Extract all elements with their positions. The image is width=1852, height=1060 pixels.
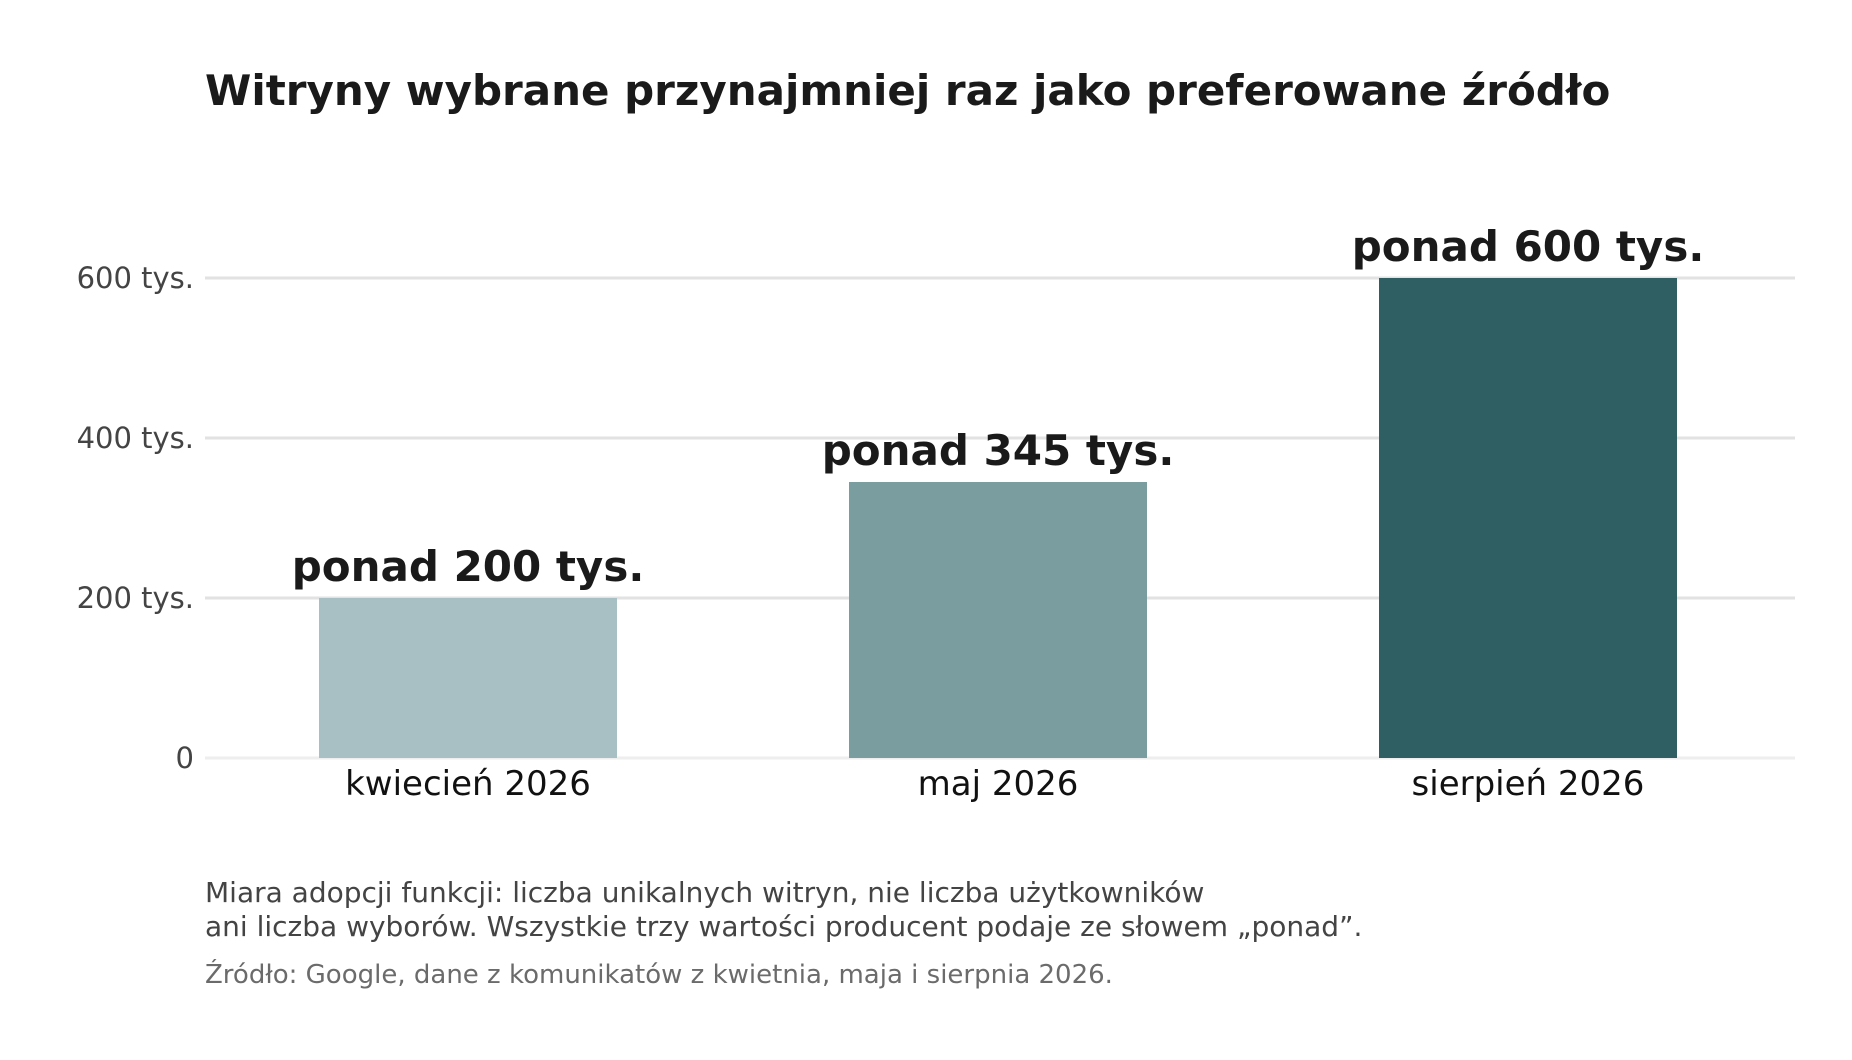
- data-label: ponad 345 tys.: [822, 426, 1175, 475]
- x-tick-label: sierpień 2026: [1412, 764, 1645, 804]
- data-label: ponad 200 tys.: [292, 542, 645, 591]
- x-tick-label: maj 2026: [918, 764, 1079, 804]
- note-line-1: Miara adopcji funkcji: liczba unikalnych…: [205, 876, 1205, 909]
- y-axis-ticks: 0 200 tys. 400 tys. 600 tys.: [77, 261, 194, 775]
- data-label: ponad 600 tys.: [1352, 222, 1705, 271]
- note-line-2: ani liczba wyborów. Wszystkie trzy warto…: [205, 910, 1363, 943]
- y-tick-label: 0: [176, 741, 194, 775]
- chart-title: Witryny wybrane przynajmniej raz jako pr…: [205, 66, 1610, 115]
- source-note: Źródło: Google, dane z komunikatów z kwi…: [205, 960, 1113, 990]
- bar: [849, 482, 1147, 758]
- bars: [319, 278, 1677, 758]
- x-tick-label: kwiecień 2026: [345, 764, 591, 804]
- bar: [319, 598, 617, 758]
- y-tick-label: 600 tys.: [77, 261, 194, 295]
- y-tick-label: 200 tys.: [77, 581, 194, 615]
- y-tick-label: 400 tys.: [77, 421, 194, 455]
- x-axis-ticks: kwiecień 2026 maj 2026 sierpień 2026: [345, 764, 1644, 804]
- bar: [1379, 278, 1677, 758]
- data-labels: ponad 200 tys. ponad 345 tys. ponad 600 ty…: [292, 222, 1705, 591]
